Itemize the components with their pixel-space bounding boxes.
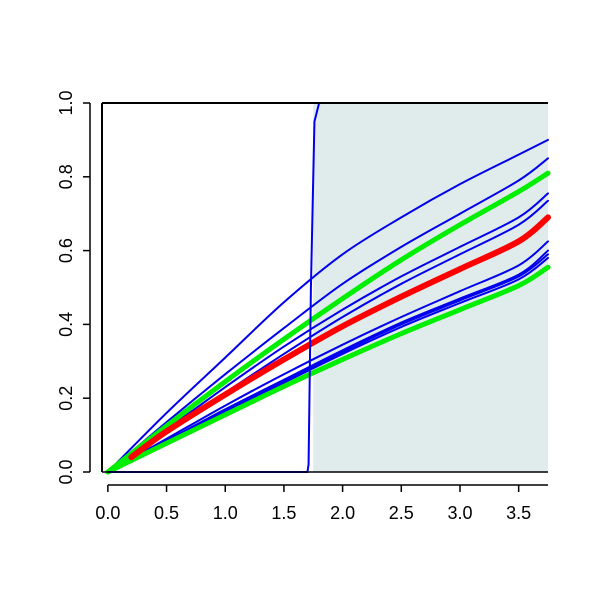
series-line-9: [105, 170, 551, 475]
plot-frame: [101, 102, 548, 473]
y-tick-label-4: 0.8: [56, 164, 76, 189]
series-line-11: [128, 214, 551, 461]
y-axis: 0.0 0.2 0.4 0.6 0.8 1.0: [56, 90, 91, 485]
x-tick-label-0: 0.0: [95, 503, 120, 523]
y-tick-label-5: 1.0: [56, 90, 76, 115]
x-tick-label-1: 0.5: [154, 503, 179, 523]
y-tick-label-3: 0.6: [56, 238, 76, 263]
x-axis: 0.0 0.5 1.0 1.5 2.0 2.5 3.0 3.5: [95, 484, 548, 523]
y-tick-label-2: 0.4: [56, 312, 76, 337]
y-tick-label-0: 0.0: [56, 459, 76, 484]
x-tick-label-6: 3.0: [447, 503, 472, 523]
x-tick-label-7: 3.5: [506, 503, 531, 523]
x-tick-label-3: 1.5: [271, 503, 296, 523]
series-layer: [105, 138, 551, 475]
series-line-1: [106, 138, 549, 473]
x-tick-label-5: 2.5: [389, 503, 414, 523]
series-line-10: [105, 264, 551, 475]
series-line-5: [106, 240, 549, 473]
x-tick-label-2: 1.0: [213, 503, 238, 523]
plot-area: [105, 102, 551, 475]
y-tick-label-1: 0.2: [56, 386, 76, 411]
series-line-2: [106, 157, 549, 473]
x-tick-label-4: 2.0: [330, 503, 355, 523]
